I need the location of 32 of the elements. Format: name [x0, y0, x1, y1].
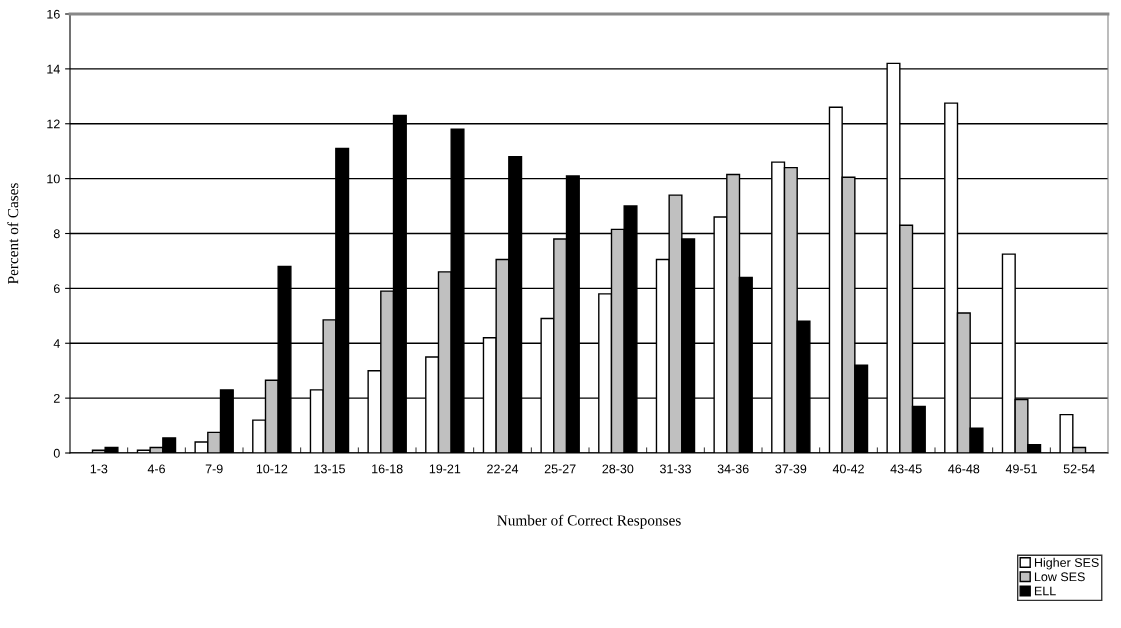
x-tick-label: 1-3	[90, 464, 108, 474]
x-axis-title: Number of Correct Responses	[497, 514, 681, 529]
x-tick-label: 19-21	[429, 464, 461, 474]
y-tick-label: 6	[53, 284, 60, 294]
legend-label: Higher SES	[1034, 557, 1099, 570]
x-tick-label: 22-24	[487, 464, 519, 474]
x-tick-label: 40-42	[832, 464, 864, 474]
x-tick-label: 34-36	[717, 464, 749, 474]
x-tick-label: 28-30	[602, 464, 634, 474]
y-tick-label: 16	[47, 9, 60, 19]
y-tick-label: 4	[53, 339, 60, 348]
x-tick-label: 7-9	[205, 464, 223, 474]
x-tick-label: 52-54	[1063, 464, 1095, 474]
x-tick-label: 25-27	[544, 464, 576, 474]
y-tick-label: 8	[53, 229, 60, 239]
y-tick-label: 2	[53, 393, 60, 403]
legend-label: Low SES	[1034, 572, 1085, 582]
x-tick-label: 49-51	[1005, 464, 1037, 474]
x-tick-label: 31-33	[659, 464, 691, 474]
legend-label: ELL	[1034, 586, 1056, 596]
y-tick-label: 10	[47, 174, 60, 184]
y-tick-label: 0	[53, 448, 60, 458]
x-tick-label: 43-45	[890, 464, 922, 474]
y-tick-label: 12	[47, 119, 60, 129]
x-tick-label: 46-48	[948, 464, 980, 474]
y-tick-label: 14	[47, 64, 60, 74]
x-tick-label: 4-6	[147, 464, 165, 474]
y-axis-title: Percent of Cases	[7, 183, 19, 284]
x-tick-label: 16-18	[372, 464, 403, 474]
x-tick-label: 37-39	[775, 464, 807, 474]
x-tick-label: 13-15	[314, 464, 345, 474]
x-tick-label: 10-12	[256, 464, 288, 474]
